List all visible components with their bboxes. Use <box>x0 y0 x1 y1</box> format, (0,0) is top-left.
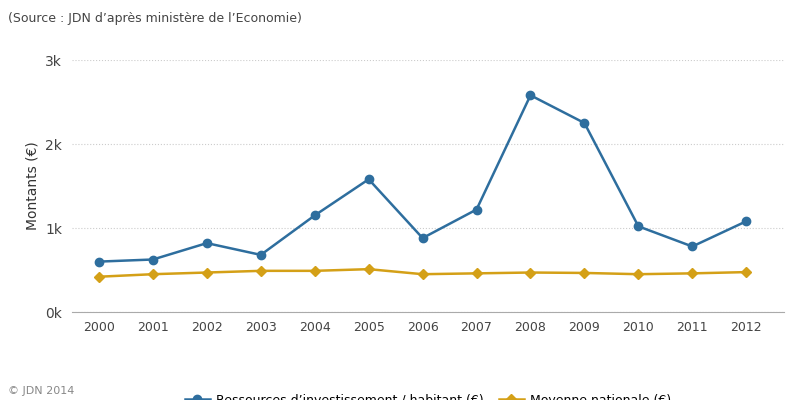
Text: © JDN 2014: © JDN 2014 <box>8 386 74 396</box>
Ressources d’investissement / habitant (€) <box>418 236 427 240</box>
Moyenne nationale (€) <box>580 270 590 275</box>
Moyenne nationale (€) <box>256 268 266 273</box>
Line: Ressources d’investissement / habitant (€): Ressources d’investissement / habitant (… <box>95 91 750 266</box>
Moyenne nationale (€) <box>472 271 482 276</box>
Ressources d’investissement / habitant (€) <box>310 213 319 218</box>
Ressources d’investissement / habitant (€) <box>202 241 212 246</box>
Ressources d’investissement / habitant (€) <box>687 244 697 249</box>
Line: Moyenne nationale (€): Moyenne nationale (€) <box>95 266 750 280</box>
Moyenne nationale (€) <box>742 270 751 274</box>
Moyenne nationale (€) <box>310 268 319 273</box>
Ressources d’investissement / habitant (€) <box>526 93 535 98</box>
Ressources d’investissement / habitant (€) <box>364 177 374 182</box>
Y-axis label: Montants (€): Montants (€) <box>26 142 40 230</box>
Moyenne nationale (€) <box>526 270 535 275</box>
Ressources d’investissement / habitant (€) <box>472 207 482 212</box>
Ressources d’investissement / habitant (€) <box>148 257 158 262</box>
Moyenne nationale (€) <box>634 272 643 277</box>
Moyenne nationale (€) <box>364 267 374 272</box>
Moyenne nationale (€) <box>418 272 427 277</box>
Legend: Ressources d’investissement / habitant (€), Moyenne nationale (€): Ressources d’investissement / habitant (… <box>180 389 676 400</box>
Ressources d’investissement / habitant (€) <box>580 121 590 126</box>
Text: (Source : JDN d’après ministère de l’Economie): (Source : JDN d’après ministère de l’Eco… <box>8 12 302 25</box>
Moyenne nationale (€) <box>202 270 212 275</box>
Ressources d’investissement / habitant (€) <box>256 252 266 257</box>
Moyenne nationale (€) <box>687 271 697 276</box>
Ressources d’investissement / habitant (€) <box>634 224 643 229</box>
Ressources d’investissement / habitant (€) <box>742 219 751 224</box>
Ressources d’investissement / habitant (€) <box>94 259 104 264</box>
Moyenne nationale (€) <box>94 274 104 279</box>
Moyenne nationale (€) <box>148 272 158 277</box>
